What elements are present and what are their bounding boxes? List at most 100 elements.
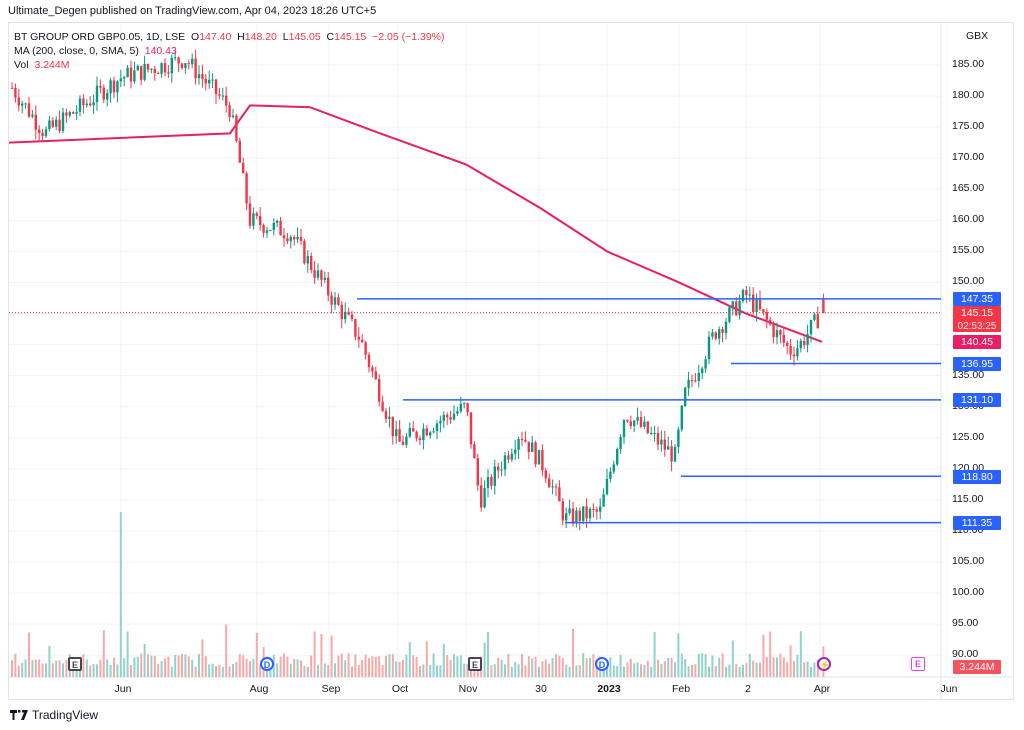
volume-bar bbox=[789, 645, 792, 677]
volume-bar bbox=[252, 658, 255, 677]
volume-bar bbox=[320, 634, 323, 677]
volume-bar bbox=[402, 659, 404, 677]
volume-bar bbox=[449, 659, 452, 677]
price-tick: 185.00 bbox=[952, 58, 985, 70]
candle-body bbox=[452, 413, 456, 420]
candle-body bbox=[667, 446, 670, 450]
volume-bar bbox=[742, 664, 744, 677]
volume-bar bbox=[130, 665, 132, 677]
symbol-name[interactable]: BT GROUP ORD GBP0.05, 1D, LSE bbox=[14, 31, 186, 43]
candle-body bbox=[337, 297, 340, 305]
candle-body bbox=[415, 431, 418, 439]
candle-body bbox=[106, 93, 109, 100]
volume-bar bbox=[487, 631, 489, 677]
volume-bar bbox=[782, 657, 785, 677]
earnings-past-event-icon[interactable]: E bbox=[68, 657, 82, 671]
volume-bar bbox=[769, 631, 772, 677]
currency-label[interactable]: GBX bbox=[966, 30, 989, 42]
volume-bar bbox=[493, 664, 496, 677]
candle-body bbox=[265, 230, 269, 233]
volume-bar bbox=[368, 658, 370, 677]
volume-bar bbox=[238, 654, 241, 677]
volume-bar bbox=[62, 663, 64, 677]
volume-bar bbox=[289, 663, 292, 677]
volume-bar bbox=[150, 655, 153, 677]
volume-bar bbox=[204, 656, 207, 677]
volume-bar bbox=[422, 664, 425, 677]
candle-body bbox=[435, 423, 439, 432]
volume-bar bbox=[259, 663, 262, 677]
candle-body bbox=[490, 476, 493, 486]
candle-body bbox=[177, 57, 180, 64]
candle-body bbox=[242, 162, 245, 174]
dividend-event-icon[interactable]: D bbox=[260, 657, 274, 671]
chart-legend: BT GROUP ORD GBP0.05, 1D, LSE O147.40 H1… bbox=[14, 30, 445, 72]
price-tag: 136.95 bbox=[953, 357, 1001, 371]
candle-body bbox=[197, 74, 201, 79]
candle-body bbox=[684, 387, 687, 406]
legend-symbol-row: BT GROUP ORD GBP0.05, 1D, LSE O147.40 H1… bbox=[14, 31, 445, 43]
candle-body bbox=[697, 372, 700, 381]
volume-bar bbox=[310, 655, 313, 677]
price-tick: 150.00 bbox=[952, 275, 985, 288]
volume-bar bbox=[419, 666, 421, 677]
split-event-icon[interactable]: ⚡ bbox=[817, 657, 831, 671]
candle-body bbox=[143, 63, 146, 80]
candle-body bbox=[459, 403, 462, 412]
volume-bar bbox=[578, 665, 581, 677]
candle-body bbox=[731, 301, 734, 308]
volume-bar bbox=[755, 662, 758, 677]
candle-body bbox=[548, 478, 551, 488]
price-chart[interactable] bbox=[0, 0, 1024, 700]
volume-bar bbox=[697, 653, 700, 677]
candle-body bbox=[286, 238, 289, 242]
volume-bar bbox=[140, 653, 143, 677]
candle-body bbox=[480, 485, 483, 508]
volume-bar bbox=[670, 657, 673, 677]
candle-body bbox=[517, 438, 520, 450]
ma-label[interactable]: MA (200, close, 0, SMA, 5) bbox=[14, 45, 139, 57]
volume-bar bbox=[272, 654, 275, 677]
volume-bar bbox=[623, 666, 625, 677]
price-tick: 95.00 bbox=[952, 617, 979, 630]
volume-bar bbox=[453, 653, 455, 677]
candle-body bbox=[89, 103, 92, 106]
earnings-future-event-icon[interactable]: E bbox=[911, 657, 925, 671]
volume-bar bbox=[24, 659, 27, 677]
candle-body bbox=[507, 455, 510, 460]
candle-body bbox=[629, 421, 632, 427]
volume-bar bbox=[31, 660, 34, 677]
candle-body bbox=[537, 449, 541, 465]
volume-bar bbox=[167, 656, 170, 677]
volume-bar bbox=[51, 663, 54, 677]
candle-body bbox=[24, 103, 27, 105]
volume-bar bbox=[174, 654, 177, 677]
dividend-event-icon[interactable]: D bbox=[595, 657, 609, 671]
candle-body bbox=[619, 437, 622, 450]
candle-body bbox=[82, 98, 85, 106]
candle-body bbox=[381, 401, 384, 412]
candle-body bbox=[765, 311, 768, 320]
volume-bar bbox=[215, 666, 217, 677]
volume-bar bbox=[347, 653, 350, 677]
candle-body bbox=[520, 438, 524, 440]
volume-bar bbox=[317, 664, 319, 677]
volume-bar bbox=[660, 664, 663, 677]
candle-body bbox=[72, 112, 75, 114]
candle-body bbox=[146, 63, 150, 70]
volume-bar bbox=[170, 666, 173, 677]
close-value: 145.15 bbox=[334, 31, 367, 43]
candle-body bbox=[204, 78, 207, 84]
earnings-past-event-icon[interactable]: E bbox=[468, 657, 482, 671]
volume-bar bbox=[279, 656, 282, 677]
volume-bar bbox=[221, 666, 224, 677]
tradingview-footer[interactable]: TradingView bbox=[10, 708, 98, 722]
vol-label[interactable]: Vol bbox=[14, 59, 29, 71]
volume-bar bbox=[211, 663, 214, 677]
volume-bar bbox=[531, 658, 534, 677]
candle-body bbox=[51, 120, 54, 127]
volume-bar bbox=[14, 653, 17, 677]
volume-bar bbox=[303, 665, 306, 677]
legend-vol-row: Vol 3.244M bbox=[14, 58, 445, 72]
volume-bar bbox=[191, 659, 194, 677]
